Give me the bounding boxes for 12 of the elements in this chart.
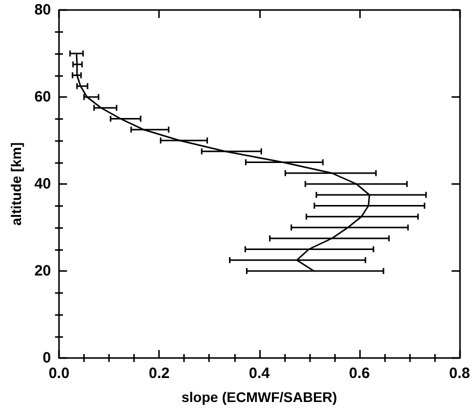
y-tick-label: 40 xyxy=(34,176,51,192)
x-tick-label: 0.6 xyxy=(349,365,370,382)
x-tick-label: 0.8 xyxy=(449,365,470,382)
x-tick-label: 0.4 xyxy=(248,365,270,382)
y-tick-label: 0 xyxy=(42,350,51,366)
y-tick-label: 80 xyxy=(34,2,51,18)
y-tick-label: 60 xyxy=(34,88,51,106)
y-tick-label: 20 xyxy=(34,262,51,280)
x-tick-label: 0.2 xyxy=(148,365,170,382)
y-axis-title: altitude [km] xyxy=(8,142,24,226)
x-tick-label: 0.0 xyxy=(48,365,70,382)
x-axis-title: slope (ECMWF/SABER) xyxy=(182,389,338,405)
